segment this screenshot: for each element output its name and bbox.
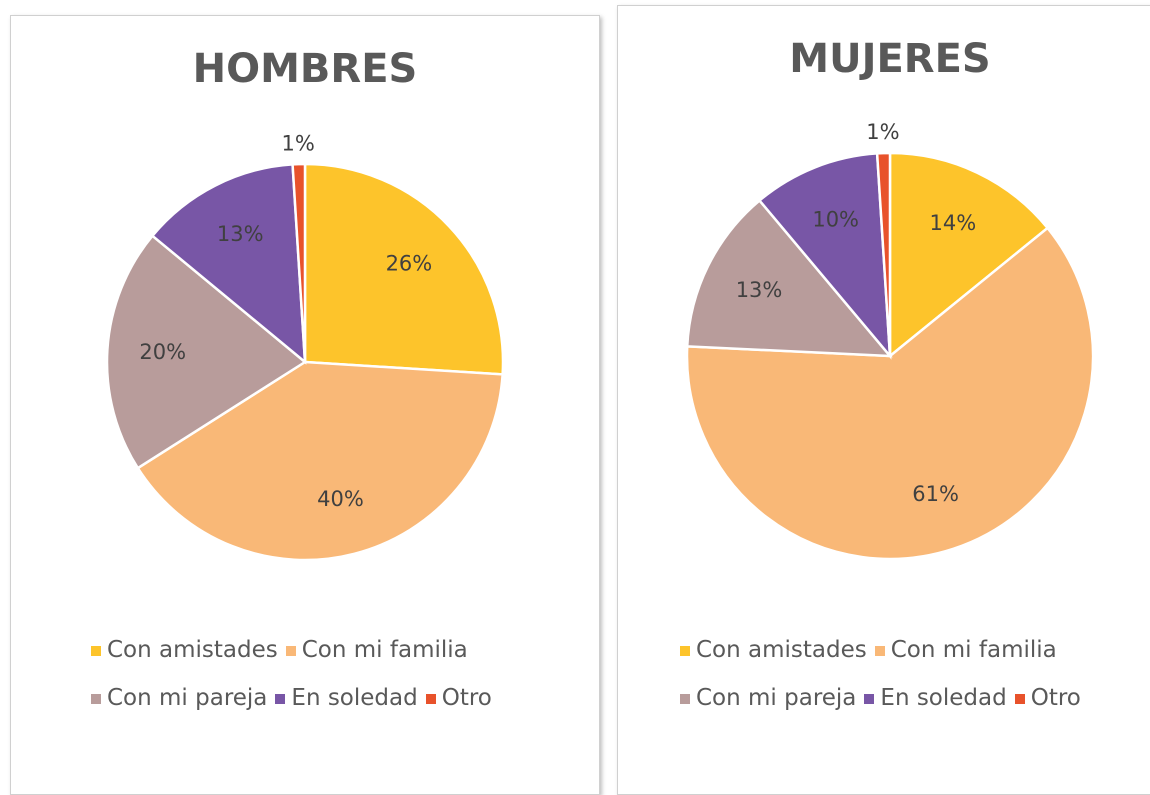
pie-slice bbox=[685, 198, 893, 358]
legend: Con amistades Con mi familia Con mi pareja… bbox=[680, 626, 1130, 722]
pie-slice bbox=[757, 152, 892, 360]
data-label: 20% bbox=[139, 340, 186, 364]
chart-title: HOMBRES bbox=[193, 46, 418, 92]
data-label: 13% bbox=[217, 222, 264, 246]
legend-item: Otro bbox=[425, 674, 492, 722]
page: HOMBRES 26% 40% 20% 13% 1% Con amistades Con mi… bbox=[10, 5, 1150, 795]
legend-swatch bbox=[874, 645, 885, 656]
pie-slice bbox=[875, 151, 892, 357]
pie-slice bbox=[150, 163, 307, 365]
legend-item: Con mi familia bbox=[285, 626, 468, 674]
data-label: 13% bbox=[736, 278, 783, 302]
pie-chart: HOMBRES 26% 40% 20% 13% 1% bbox=[105, 46, 505, 562]
pie-slice bbox=[685, 226, 1095, 561]
legend-item: Con amistades bbox=[91, 626, 278, 674]
data-label: 1% bbox=[281, 131, 314, 155]
legend-label: Con amistades bbox=[107, 637, 278, 663]
legend-swatch bbox=[1014, 693, 1025, 704]
legend-label: Con mi familia bbox=[890, 637, 1057, 663]
legend-label: Con amistades bbox=[696, 637, 867, 663]
data-label: 1% bbox=[866, 120, 899, 144]
legend-swatch bbox=[864, 693, 875, 704]
legend-label: Con mi familia bbox=[301, 637, 468, 663]
legend-swatch bbox=[425, 693, 436, 704]
legend-label: Otro bbox=[441, 685, 492, 711]
pie-chart: MUJERES 14% 61% 13% 10% 1% bbox=[685, 36, 1095, 561]
legend-item: Otro bbox=[1014, 674, 1081, 722]
legend-item: Con mi pareja bbox=[91, 674, 267, 722]
legend-label: En soledad bbox=[291, 685, 418, 711]
legend-label: Con mi pareja bbox=[107, 685, 268, 711]
pie-slice bbox=[105, 234, 308, 470]
legend-label: Con mi pareja bbox=[696, 685, 857, 711]
legend-swatch bbox=[680, 693, 690, 704]
legend: Con amistades Con mi familia Con mi pareja… bbox=[91, 626, 541, 722]
legend-swatch bbox=[91, 645, 101, 656]
legend-swatch bbox=[680, 645, 690, 656]
data-label: 14% bbox=[929, 211, 976, 235]
legend-swatch bbox=[285, 645, 296, 656]
chart-panel: MUJERES 14% 61% 13% 10% 1% Con amistades Con mi… bbox=[617, 5, 1150, 795]
data-label: 10% bbox=[812, 207, 859, 231]
legend-swatch bbox=[91, 693, 101, 704]
data-label: 40% bbox=[317, 487, 364, 511]
legend-label: En soledad bbox=[880, 685, 1007, 711]
legend-item: Con mi pareja bbox=[680, 674, 856, 722]
chart-panel: HOMBRES 26% 40% 20% 13% 1% Con amistades Con mi… bbox=[10, 15, 600, 795]
data-label: 61% bbox=[912, 482, 959, 506]
legend-item: Con amistades bbox=[680, 626, 867, 674]
legend-item: En soledad bbox=[275, 674, 418, 722]
data-label: 26% bbox=[386, 251, 433, 275]
legend-item: Con mi familia bbox=[874, 626, 1057, 674]
legend-label: Otro bbox=[1030, 685, 1081, 711]
legend-item: En soledad bbox=[864, 674, 1007, 722]
legend-swatch bbox=[275, 693, 286, 704]
pie-slice bbox=[303, 162, 505, 376]
pie-slice bbox=[888, 151, 1050, 359]
chart-title: MUJERES bbox=[789, 36, 990, 82]
pie-slice bbox=[291, 162, 307, 363]
